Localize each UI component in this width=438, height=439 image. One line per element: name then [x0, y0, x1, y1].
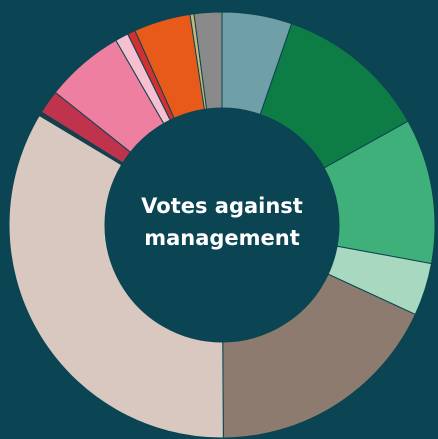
donut-segment — [222, 273, 416, 439]
donut-segment — [193, 11, 223, 110]
chart-title: Votes against management — [141, 194, 303, 250]
donut-segment — [8, 114, 224, 439]
